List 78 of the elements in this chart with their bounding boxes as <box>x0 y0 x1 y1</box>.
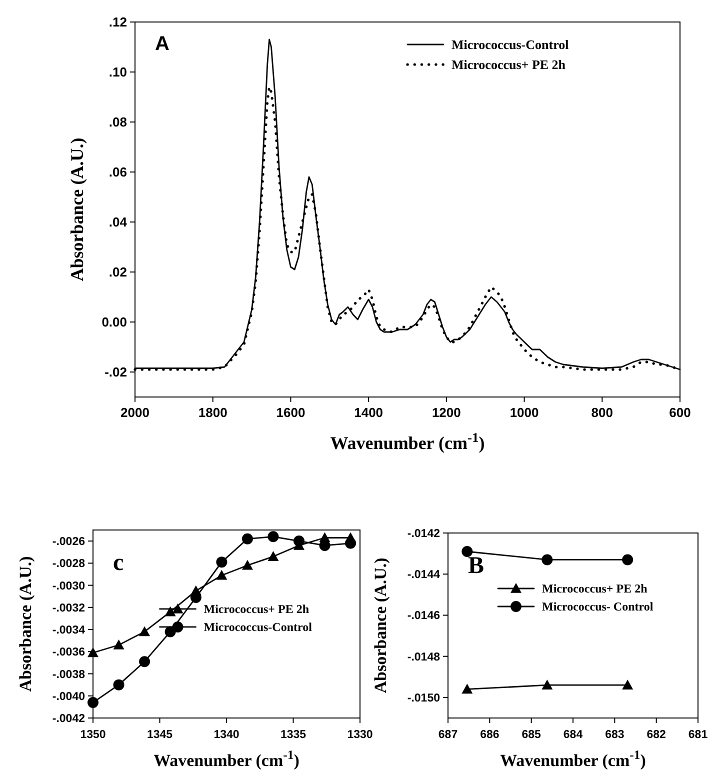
y-tick-label: .04 <box>108 214 128 230</box>
point <box>462 546 473 557</box>
point <box>542 680 553 690</box>
y-tick-label: -.0032 <box>52 602 85 614</box>
x-tick-label: 685 <box>522 729 542 741</box>
legend-label: Micrococcus- Control <box>542 600 654 614</box>
x-tick-label: 1330 <box>347 729 373 741</box>
y-tick-label: 0.00 <box>102 314 127 330</box>
point <box>190 585 202 596</box>
x-tick-label: 683 <box>605 729 624 741</box>
x-tick-label: 1800 <box>198 405 228 420</box>
point <box>542 554 553 566</box>
legend-label: Micrococcus+ PE 2h <box>204 602 310 616</box>
point <box>268 551 279 561</box>
y-tick-label: -.0038 <box>52 668 86 681</box>
legend-label: Micrococcus-Control <box>452 37 570 52</box>
point <box>88 697 98 708</box>
y-tick-label: .02 <box>108 264 127 280</box>
point <box>216 570 228 580</box>
y-axis-title: Absorbance (A.U.) <box>16 556 35 692</box>
x-axis-title: Wavenumber (cm$^{-1}$) <box>500 748 646 770</box>
y-tick-label: -.0028 <box>52 558 86 570</box>
y-axis-title: Absorbance (A.U.) <box>371 558 390 694</box>
y-tick-label: .08 <box>108 114 127 130</box>
y-tick-label: .06 <box>108 164 127 180</box>
legend-label: Micrococcus+ PE 2h <box>542 582 648 596</box>
x-tick-label: 1200 <box>432 405 461 420</box>
y-tick-label: -.0034 <box>52 624 86 637</box>
x-tick-label: 1000 <box>510 405 539 420</box>
x-tick-label: 682 <box>646 729 666 741</box>
x-tick-label: 684 <box>563 729 584 741</box>
y-tick-label: -.0036 <box>52 646 85 659</box>
x-axis-title: Wavenumber (cm$^{-1}$) <box>154 748 300 770</box>
x-tick-label: 600 <box>669 405 691 420</box>
x-tick-label: 1400 <box>354 405 384 420</box>
x-axis-title: Wavenumber (cm$^{-1}$) <box>330 430 485 453</box>
x-tick-label: 1350 <box>80 729 106 741</box>
x-tick-label: 800 <box>591 405 613 420</box>
x-tick-label: 1600 <box>276 405 306 420</box>
point <box>139 656 150 668</box>
point <box>622 680 634 690</box>
point <box>345 532 356 542</box>
legend-label: Micrococcus+ PE 2h <box>452 57 566 72</box>
y-tick-label: -.0148 <box>407 651 441 664</box>
point <box>319 532 330 542</box>
point <box>139 626 150 636</box>
y-tick-label: -.0144 <box>407 569 441 582</box>
point <box>462 684 473 694</box>
point <box>113 640 124 650</box>
x-tick-label: 1340 <box>214 729 240 741</box>
point <box>242 560 253 570</box>
point <box>268 531 279 542</box>
annotation: A <box>155 33 170 55</box>
y-tick-label: -.0030 <box>52 580 85 592</box>
x-tick-label: 686 <box>480 729 500 741</box>
x-tick-label: 681 <box>688 729 708 741</box>
y-tick-label: .12 <box>108 14 127 30</box>
y-tick-label: -.0142 <box>407 528 440 540</box>
y-tick-label: -.0026 <box>52 536 85 548</box>
y-tick-label: -.0042 <box>52 713 85 726</box>
y-tick-label: -.02 <box>104 364 127 380</box>
annotation: B <box>468 553 484 579</box>
y-tick-label: .10 <box>108 64 127 80</box>
legend-label: Micrococcus-Control <box>204 620 313 634</box>
y-tick-label: -.0146 <box>407 610 440 622</box>
x-tick-label: 1335 <box>280 729 307 741</box>
y-axis-title: Absorbance (A.U.) <box>67 138 87 282</box>
point <box>113 679 124 690</box>
annotation: c <box>113 550 124 576</box>
x-tick-label: 1345 <box>146 729 174 741</box>
point <box>622 554 634 566</box>
y-tick-label: -.0150 <box>407 692 440 704</box>
x-tick-label: 687 <box>438 729 458 741</box>
y-tick-label: -.0040 <box>52 690 85 703</box>
x-tick-label: 2000 <box>120 405 150 420</box>
point <box>216 556 228 568</box>
point <box>242 533 253 544</box>
point <box>88 647 98 658</box>
